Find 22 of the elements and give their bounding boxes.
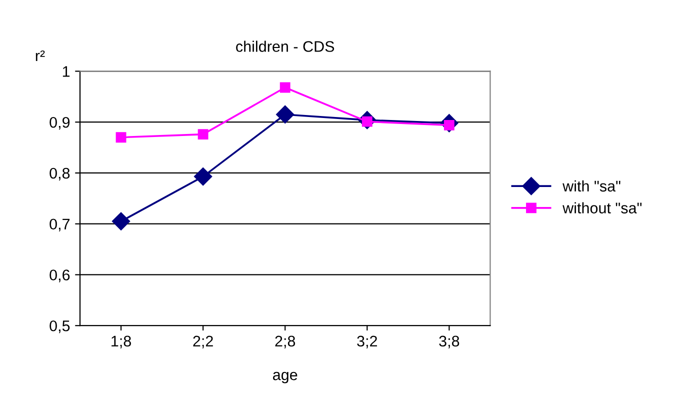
y-tick-label: 1 (62, 66, 70, 77)
y-axis-title: r² (36, 50, 45, 62)
y-tick-label: 0,6 (50, 270, 70, 282)
chart-title: children - CDS (236, 40, 334, 52)
y-tick-label: 0,8 (50, 168, 70, 180)
x-tick-label: 1;8 (112, 336, 131, 348)
point (112, 212, 130, 230)
point (280, 82, 290, 93)
legend-label: without "sa" (562, 202, 642, 214)
x-tick-label: 2;8 (275, 336, 296, 348)
y-tick-label: 0,9 (50, 116, 70, 130)
x-axis-title: age (273, 372, 298, 384)
point (276, 105, 294, 124)
point (116, 132, 126, 143)
x-tick-label: 2;2 (193, 336, 213, 348)
x-tick-label: 3;2 (357, 336, 377, 348)
point (198, 129, 208, 140)
y-tick-label: 0,7 (50, 218, 70, 232)
x-tick-label: 3;8 (439, 336, 460, 348)
point (194, 167, 212, 186)
legend-label: with "sa" (562, 180, 620, 192)
y-tick-label: 0,5 (50, 320, 70, 334)
